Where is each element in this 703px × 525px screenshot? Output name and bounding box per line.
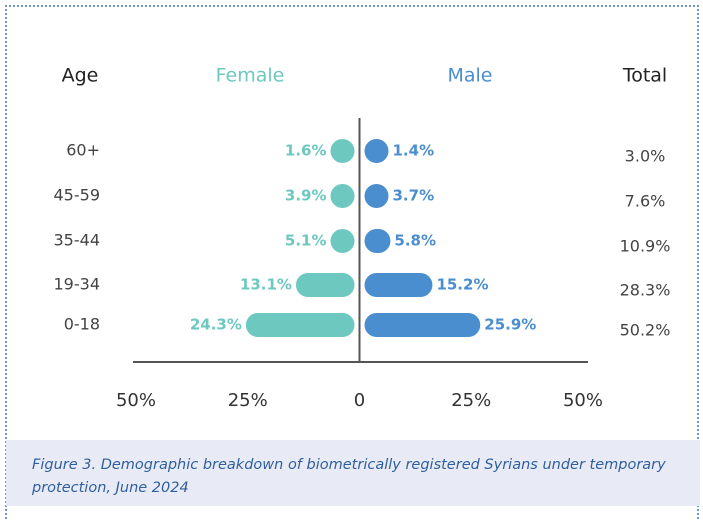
value-label: 1.6% bbox=[285, 142, 327, 160]
category-label: 0-18 bbox=[64, 315, 100, 334]
value-label: 13.1% bbox=[240, 276, 292, 294]
category-label: 35-44 bbox=[54, 231, 101, 250]
bar bbox=[245, 313, 355, 337]
total-header: Total bbox=[622, 65, 667, 87]
value-label: 5.1% bbox=[285, 232, 327, 250]
bar bbox=[330, 229, 355, 253]
female-header: Female bbox=[216, 65, 285, 87]
total-label: 3.0% bbox=[625, 147, 666, 166]
x-tick-label: 50% bbox=[563, 390, 603, 411]
bar bbox=[364, 273, 433, 297]
value-label: 25.9% bbox=[484, 316, 536, 334]
category-label: 45-59 bbox=[54, 186, 101, 205]
bar bbox=[364, 184, 389, 208]
value-label: 3.7% bbox=[393, 187, 435, 205]
value-label: 1.4% bbox=[393, 142, 435, 160]
total-label: 7.6% bbox=[625, 192, 666, 211]
total-label: 50.2% bbox=[620, 321, 671, 340]
bar bbox=[330, 184, 355, 208]
category-label: 19-34 bbox=[54, 275, 101, 294]
x-tick-label: 25% bbox=[451, 390, 491, 411]
value-label: 3.9% bbox=[285, 187, 327, 205]
frame bbox=[5, 5, 699, 519]
age-header: Age bbox=[62, 65, 99, 87]
category-label: 60+ bbox=[66, 141, 100, 160]
bar bbox=[364, 313, 481, 337]
x-tick-label: 25% bbox=[228, 390, 268, 411]
value-label: 5.8% bbox=[394, 232, 436, 250]
total-label: 28.3% bbox=[620, 281, 671, 300]
total-label: 10.9% bbox=[620, 237, 671, 256]
value-label: 15.2% bbox=[436, 276, 488, 294]
bar bbox=[330, 139, 355, 163]
caption-box: Figure 3. Demographic breakdown of biome… bbox=[6, 440, 700, 506]
caption: Figure 3. Demographic breakdown of biome… bbox=[32, 457, 666, 496]
male-header: Male bbox=[447, 65, 492, 87]
bar bbox=[364, 139, 389, 163]
x-tick-label: 0 bbox=[354, 390, 365, 411]
bar bbox=[364, 229, 391, 253]
bar bbox=[295, 273, 355, 297]
value-label: 24.3% bbox=[190, 316, 242, 334]
x-tick-label: 50% bbox=[116, 390, 156, 411]
